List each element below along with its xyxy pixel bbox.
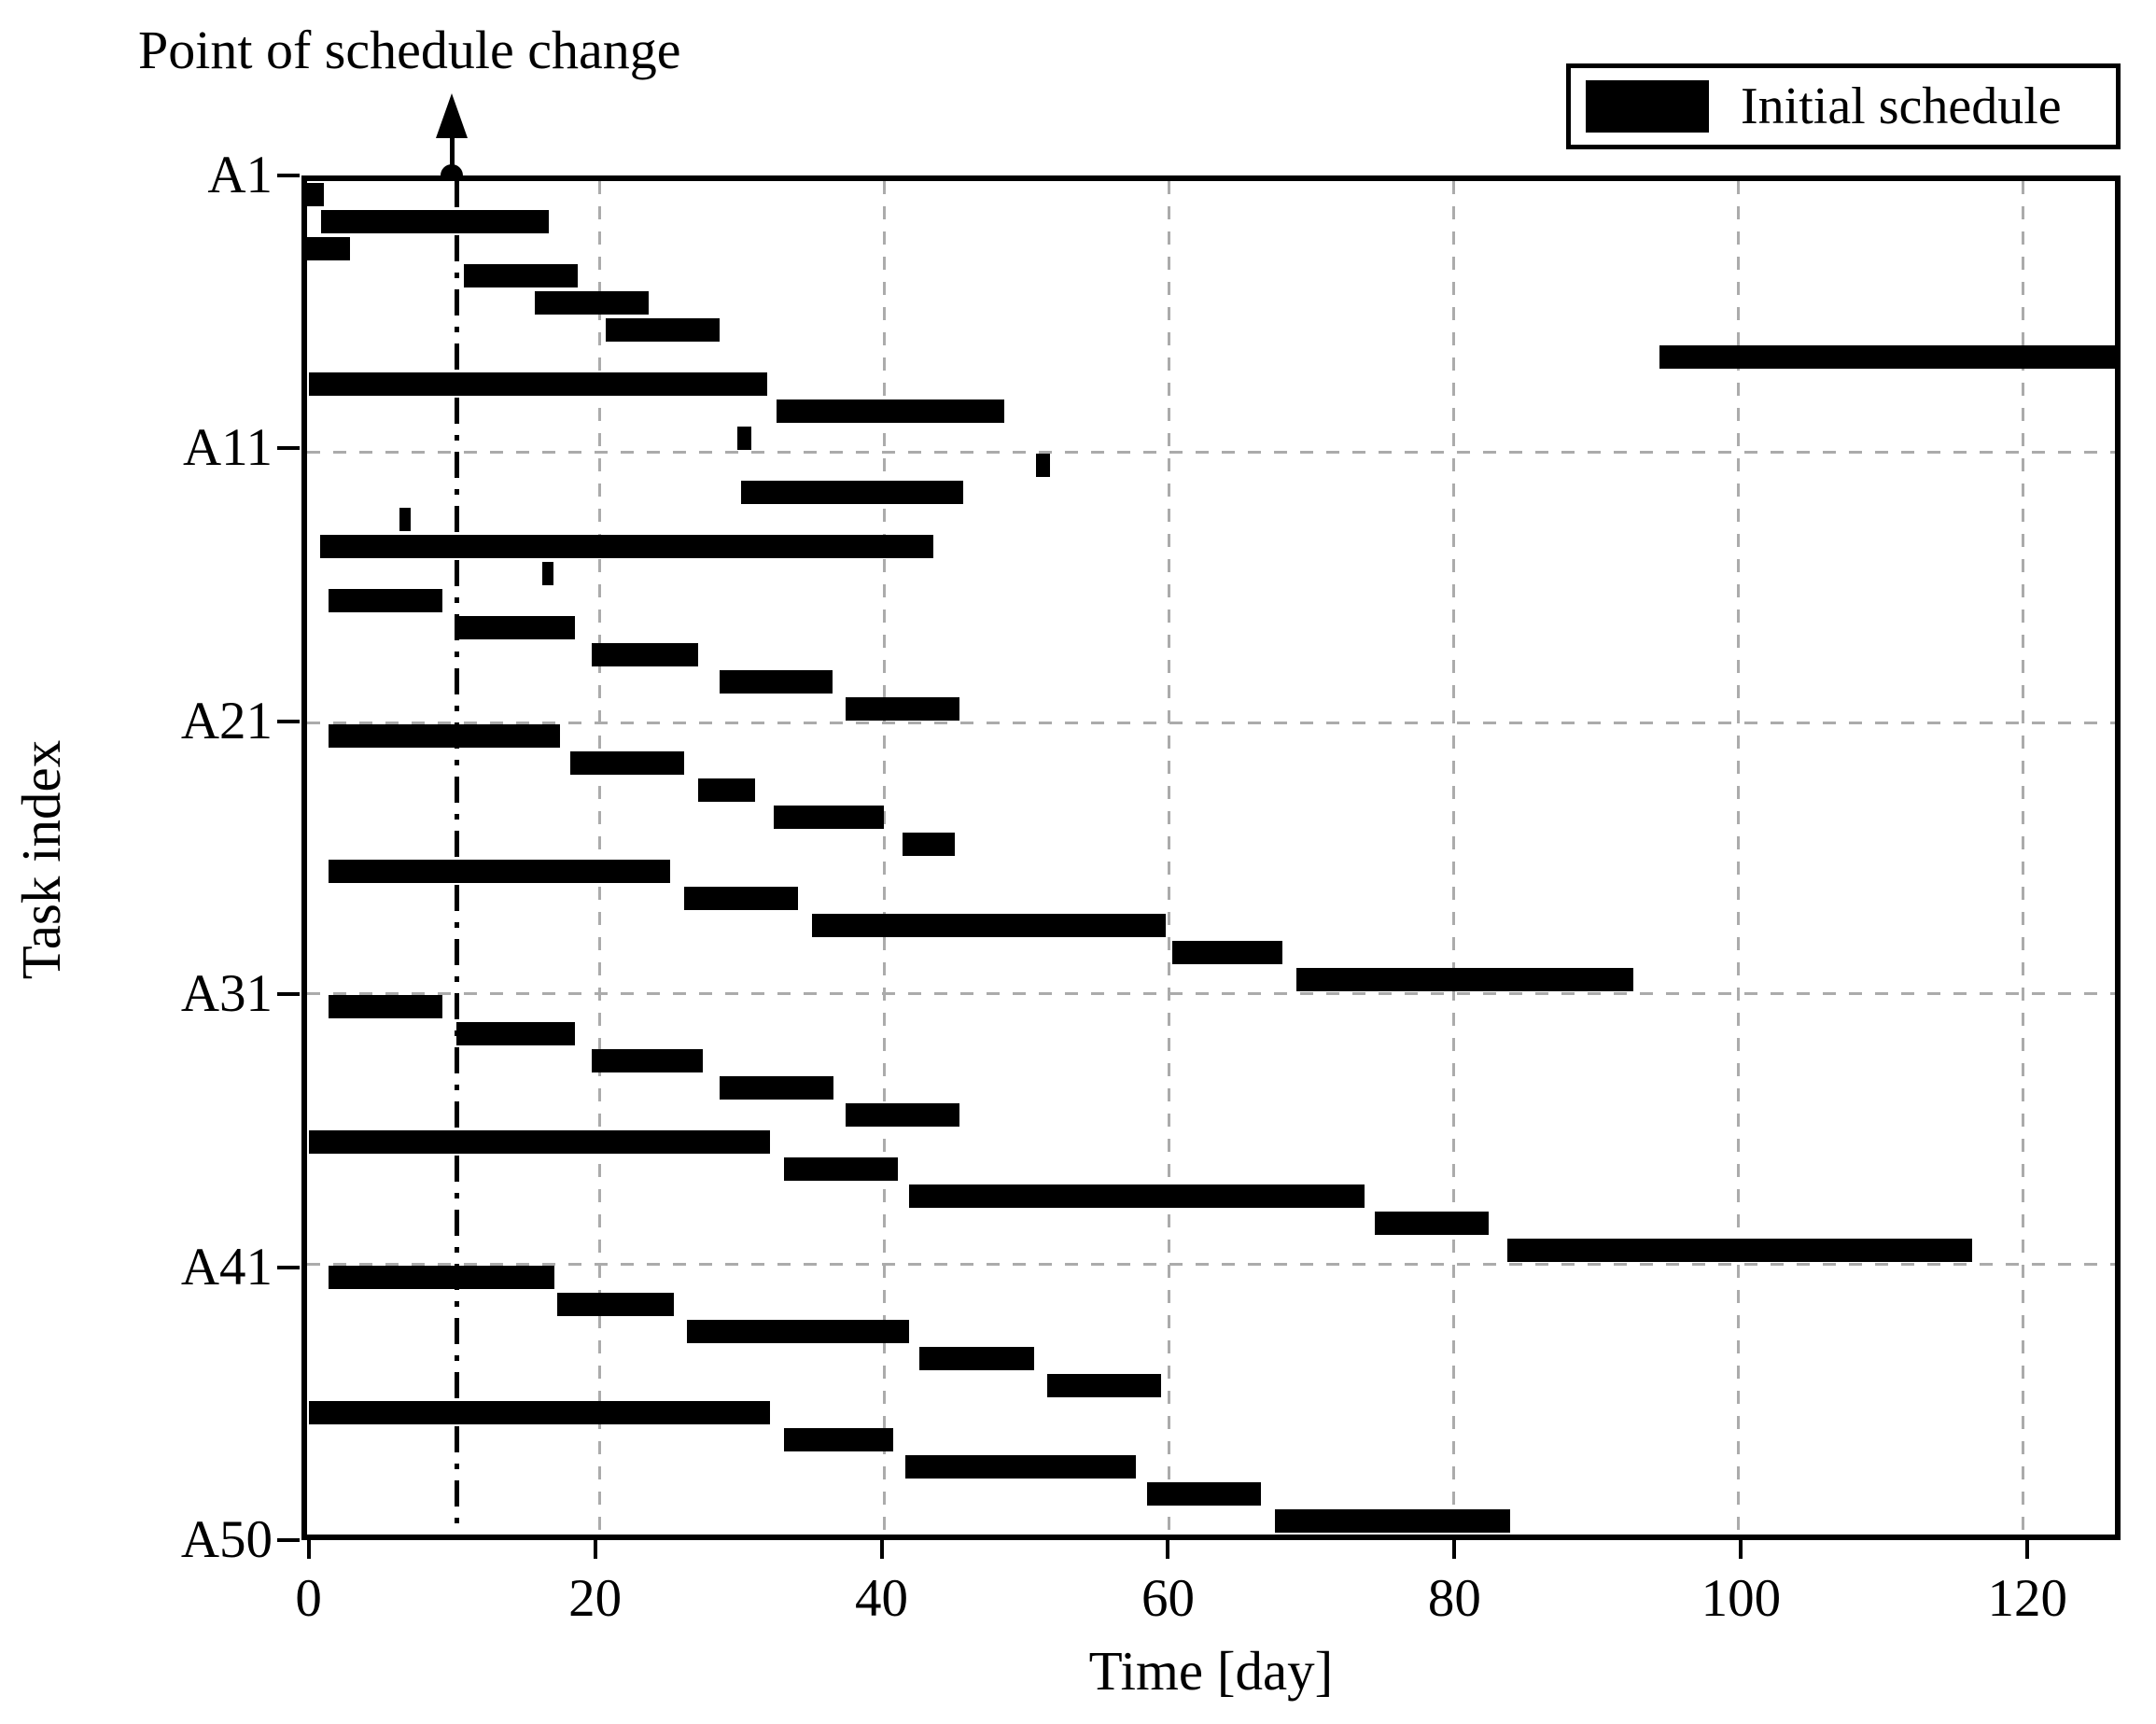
gantt-bar	[328, 723, 561, 749]
x-tick	[306, 1538, 311, 1559]
gantt-bar	[783, 1156, 898, 1182]
gantt-bar	[308, 1400, 770, 1425]
gantt-bar	[592, 642, 699, 667]
plot-inner	[307, 181, 2115, 1535]
x-gridline	[882, 181, 886, 1535]
gantt-bar	[307, 236, 350, 261]
gantt-bar	[909, 1184, 1365, 1209]
x-gridline	[597, 181, 601, 1535]
y-gridline	[307, 451, 2115, 454]
up-arrow-shaft	[450, 134, 455, 175]
y-tick-label: A50	[180, 1510, 273, 1569]
y-tick-label: A21	[180, 691, 273, 750]
y-tick-label: A41	[180, 1237, 273, 1297]
legend-swatch	[1586, 80, 1709, 133]
gantt-bar	[687, 1319, 910, 1344]
gantt-bar	[1275, 1508, 1510, 1534]
x-tick-label: 40	[855, 1569, 909, 1628]
gantt-bar	[570, 750, 685, 776]
gantt-bar	[1659, 344, 2115, 370]
gantt-bar	[399, 507, 412, 532]
gantt-bar	[1296, 967, 1634, 992]
y-gridline	[307, 722, 2115, 724]
x-tick-label: 120	[1987, 1569, 2067, 1628]
y-tick	[277, 446, 300, 451]
gantt-bar	[774, 805, 884, 830]
gantt-bar	[1506, 1238, 1973, 1263]
x-gridline	[2021, 181, 2024, 1535]
y-tick	[277, 719, 300, 723]
gantt-bar	[684, 886, 799, 911]
y-tick	[277, 1265, 300, 1269]
y-tick	[277, 992, 300, 997]
x-gridline	[1167, 181, 1170, 1535]
gantt-bar	[736, 426, 751, 451]
x-axis-label: Time [day]	[1088, 1640, 1334, 1702]
gantt-bar	[783, 1427, 894, 1452]
x-tick-label: 80	[1427, 1569, 1481, 1628]
gantt-bar	[606, 317, 721, 343]
x-tick	[2025, 1538, 2030, 1559]
y-tick-label: A31	[180, 964, 273, 1024]
gantt-bar	[328, 1265, 555, 1290]
gantt-bar	[463, 263, 578, 288]
y-tick	[277, 174, 300, 177]
x-tick	[1166, 1538, 1170, 1559]
x-tick-label: 20	[568, 1569, 623, 1628]
change-line	[455, 181, 460, 1535]
gantt-bar	[741, 480, 964, 505]
gantt-bar	[720, 1075, 834, 1100]
gantt-bar	[1047, 1373, 1162, 1398]
gantt-bar	[541, 561, 553, 586]
gantt-bar	[592, 1048, 703, 1073]
x-tick-label: 0	[295, 1569, 322, 1628]
annotation-title: Point of schedule change	[138, 20, 681, 80]
gantt-bar	[328, 588, 442, 613]
gantt-bar	[902, 832, 955, 857]
y-gridline	[307, 992, 2115, 995]
gantt-bar	[812, 913, 1166, 938]
gantt-bar	[1374, 1211, 1489, 1236]
x-gridline	[1736, 181, 1740, 1535]
x-tick	[1739, 1538, 1743, 1559]
x-tick-label: 60	[1141, 1569, 1195, 1628]
gantt-bar	[557, 1292, 675, 1317]
x-tick	[1452, 1538, 1457, 1559]
up-arrow-icon	[436, 93, 469, 138]
plot-area	[301, 175, 2121, 1540]
y-tick-label: A11	[182, 418, 273, 478]
gantt-bar	[904, 1454, 1136, 1479]
x-gridline	[1451, 181, 1455, 1535]
gantt-bar	[698, 778, 756, 803]
gantt-bar	[1172, 940, 1282, 965]
gantt-bar	[328, 994, 442, 1019]
y-gridline	[307, 1263, 2115, 1266]
legend: Initial schedule	[1566, 63, 2121, 149]
gantt-bar	[918, 1346, 1035, 1371]
y-tick-label: A1	[207, 146, 273, 204]
gantt-bar	[308, 1129, 770, 1155]
gantt-bar	[1035, 453, 1051, 478]
x-tick-label: 100	[1701, 1569, 1782, 1628]
gantt-bar	[845, 696, 959, 722]
gantt-bar	[308, 371, 767, 397]
y-tick	[277, 1538, 300, 1542]
gantt-bar	[321, 209, 550, 234]
gantt-bar	[307, 182, 325, 207]
gantt-bar	[1146, 1481, 1261, 1507]
legend-label: Initial schedule	[1741, 77, 2062, 135]
x-tick	[593, 1538, 597, 1559]
x-tick	[879, 1538, 884, 1559]
gantt-bar	[535, 290, 650, 315]
y-axis-label: Task index	[10, 739, 72, 980]
gantt-bar	[456, 1021, 575, 1046]
gantt-bar	[777, 399, 1005, 424]
gantt-bar	[456, 615, 575, 640]
gantt-bar	[845, 1102, 959, 1128]
gantt-bar	[328, 859, 670, 884]
gantt-bar	[319, 534, 934, 559]
gantt-bar	[720, 669, 833, 694]
